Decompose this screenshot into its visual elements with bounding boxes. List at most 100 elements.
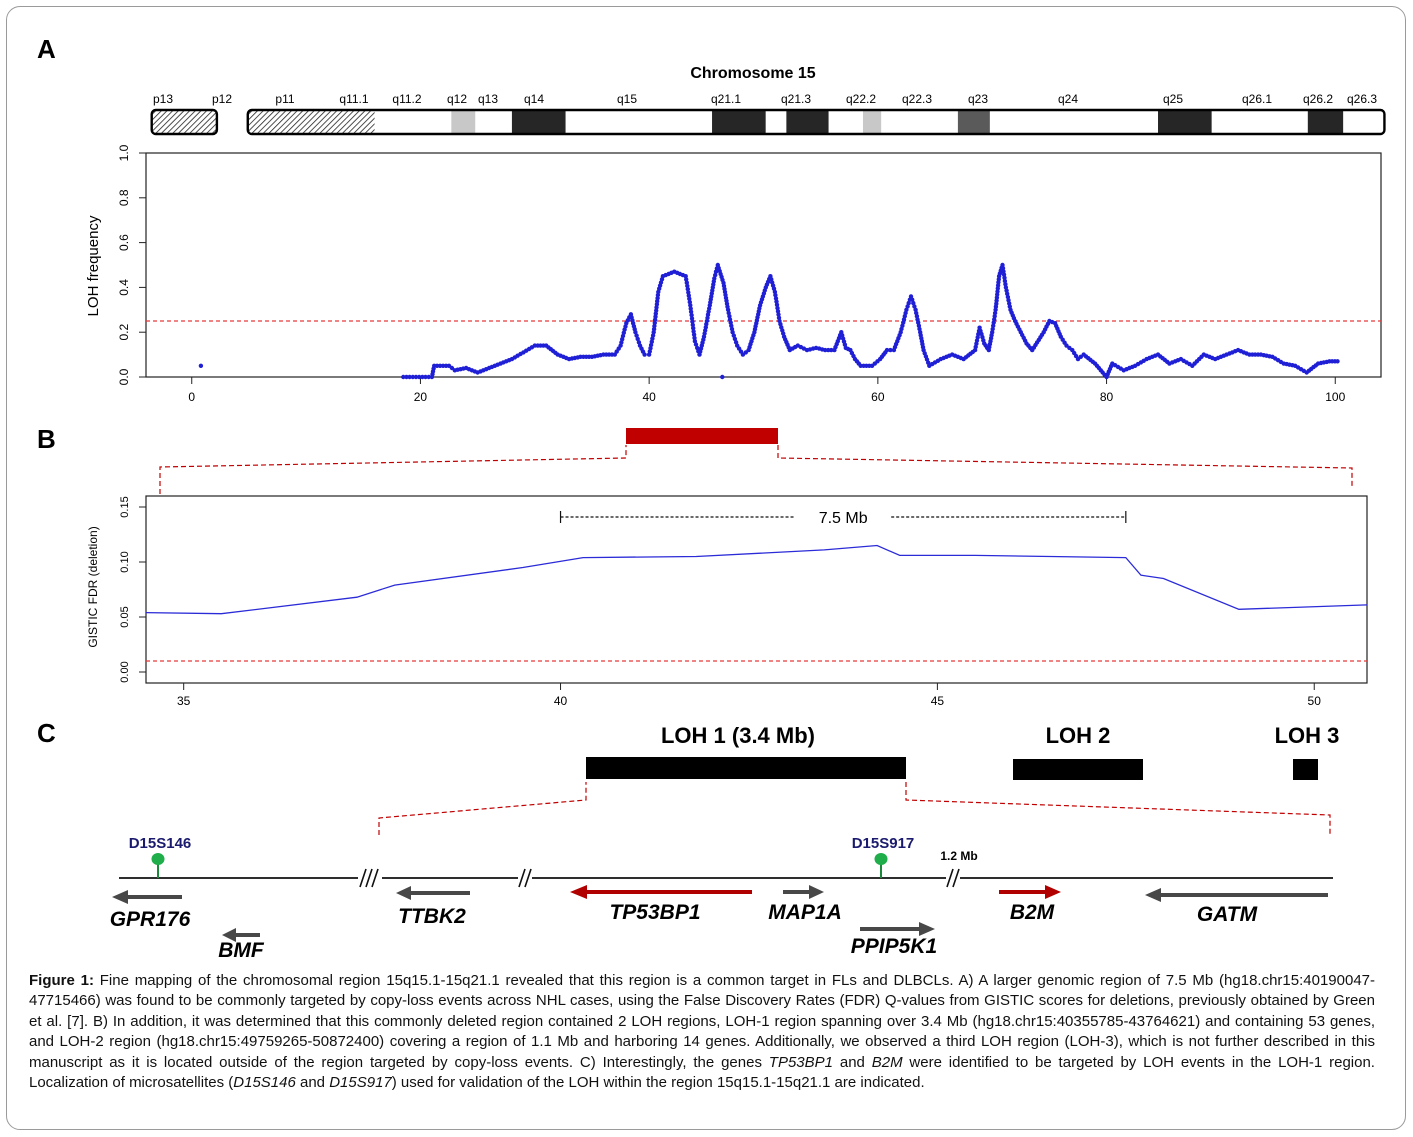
band-q26-2 xyxy=(1307,110,1344,134)
loh-point xyxy=(692,335,697,341)
gene-arrow-ttbk2 xyxy=(396,886,470,900)
band-q21-1 xyxy=(712,110,766,134)
gene-arrow-gatm xyxy=(1145,888,1328,902)
loh-point xyxy=(688,306,693,311)
chart-a-xtick-label: 100 xyxy=(1325,390,1345,404)
deleted-region-bar xyxy=(626,428,778,444)
loh-point xyxy=(1335,359,1340,364)
band-label-q15: q15 xyxy=(617,92,637,106)
loh-point xyxy=(910,297,915,302)
chart-a-ylabel: LOH frequency xyxy=(85,215,102,316)
loh-point xyxy=(689,316,695,321)
loh-point xyxy=(684,277,689,282)
loh-point xyxy=(401,374,406,380)
loh-point xyxy=(635,336,640,342)
band-q22-3 xyxy=(881,110,958,134)
gene-label-ppip5k1: PPIP5K1 xyxy=(851,935,937,958)
band-q14 xyxy=(511,110,566,134)
band-q24 xyxy=(989,110,1159,134)
panel-label-a: A xyxy=(37,34,56,64)
loh-point xyxy=(691,332,697,337)
chart-a-plot-frame xyxy=(145,152,1382,378)
loh3-label: LOH 3 xyxy=(1275,723,1340,748)
band-label-q21-1: q21.1 xyxy=(711,92,741,106)
loh-point xyxy=(908,294,914,299)
loh-point xyxy=(904,307,909,312)
caption-text-5: ) used for validation of the LOH within … xyxy=(391,1074,925,1092)
band-label-q21-3: q21.3 xyxy=(781,92,811,106)
loh-point xyxy=(823,347,828,353)
loh-point xyxy=(829,347,834,353)
band-label-q26-3: q26.3 xyxy=(1347,92,1377,106)
genomic-axis xyxy=(119,868,1333,888)
loh-point xyxy=(426,374,431,380)
zoom-line-left xyxy=(159,445,627,494)
loh-point xyxy=(733,340,739,345)
loh-point xyxy=(732,336,738,342)
band-label-q12: q12 xyxy=(447,92,467,106)
band-label-p12: p12 xyxy=(212,92,232,106)
band-label-q22-3: q22.3 xyxy=(902,92,932,106)
band-label-q11-1: q11.1 xyxy=(339,92,368,106)
chart-b-xtick-label: 50 xyxy=(1308,694,1322,708)
zoom-line-right xyxy=(777,445,1353,488)
loh-point xyxy=(642,352,647,357)
gene-label-map1a: MAP1A xyxy=(768,901,842,924)
band-p11 xyxy=(247,110,347,134)
band-label-q24: q24 xyxy=(1058,92,1078,106)
band-q11-2 xyxy=(374,110,452,134)
loh-point xyxy=(633,330,638,335)
gene-arrow-b2m xyxy=(999,885,1061,899)
chart-b-axes: 35 40 45 50 0.00 0.05 0.10 0.15 xyxy=(119,496,1321,708)
chart-b-ylabel: GISTIC FDR (deletion) xyxy=(86,526,100,647)
gene-arrow-bmf xyxy=(222,928,260,942)
loh-point xyxy=(685,286,690,292)
marker-d15s917 xyxy=(874,853,888,878)
band-q22-1 xyxy=(828,110,863,134)
loh-point xyxy=(774,302,780,307)
band-label-q26-1: q26.1 xyxy=(1242,92,1272,106)
marker-label-d15s146: D15S146 xyxy=(129,835,192,852)
gene-arrow-gpr176 xyxy=(112,890,182,904)
caption-text-1: Fine mapping of the chromosomal region 1… xyxy=(29,972,1376,1071)
caption-text-3: were identified to be targeted by LOH ev… xyxy=(29,1053,1375,1092)
loh-point xyxy=(712,276,717,281)
band-p13 xyxy=(151,110,217,134)
chart-a-ytick-label: 0.8 xyxy=(117,189,131,206)
chart-a-axes: 0 20 40 60 80 100 0.0 0.2 0.4 0.6 0.8 1.0 xyxy=(117,144,1346,404)
band-q13 xyxy=(475,110,512,134)
chart-a-ytick-label: 0.0 xyxy=(117,368,131,385)
chart-a-xtick-label: 60 xyxy=(871,390,885,404)
chart-b-ytick-label: 0.00 xyxy=(119,661,131,682)
band-label-q11-2: q11.2 xyxy=(392,92,421,106)
band-label-p11: p11 xyxy=(275,92,294,106)
loh1-zoom-left xyxy=(378,782,587,835)
loh-point xyxy=(690,319,695,324)
figure-frame xyxy=(6,6,1406,1130)
chart-b-ytick-label: 0.15 xyxy=(119,496,131,517)
loh-point xyxy=(423,374,428,380)
gene-label-b2m: B2M xyxy=(1010,901,1055,924)
band-label-q26-2: q26.2 xyxy=(1303,92,1333,106)
band-q26-1 xyxy=(1211,110,1308,134)
gene-label-tp53bp1: TP53BP1 xyxy=(609,901,700,924)
loh-point xyxy=(634,333,639,338)
band-label-q14: q14 xyxy=(524,92,544,106)
loh-point xyxy=(888,347,893,353)
figure-canvas: A B C Chromosome 15 p13 p12 p11 q11.1 q11.2 q… xyxy=(37,34,1386,960)
band-label-q25: q25 xyxy=(1163,92,1183,106)
band-q25 xyxy=(1158,110,1212,134)
band-label-q13: q13 xyxy=(478,92,498,106)
gene-label-bmf: BMF xyxy=(218,939,265,960)
chart-b-ytick-label: 0.10 xyxy=(119,551,131,572)
chart-a-xtick-label: 80 xyxy=(1100,390,1114,404)
chart-a-xtick-label: 0 xyxy=(188,390,195,404)
loh-point xyxy=(884,347,890,353)
loh-point xyxy=(636,340,642,345)
band-label-q22-2: q22.2 xyxy=(846,92,876,106)
loh-point xyxy=(992,314,997,319)
marker-label-d15s917: D15S917 xyxy=(852,835,915,852)
chart-a-ytick-label: 0.4 xyxy=(117,279,131,296)
chart-a-xtick-label: 20 xyxy=(414,390,428,404)
caption-label: Figure 1: xyxy=(29,972,94,989)
